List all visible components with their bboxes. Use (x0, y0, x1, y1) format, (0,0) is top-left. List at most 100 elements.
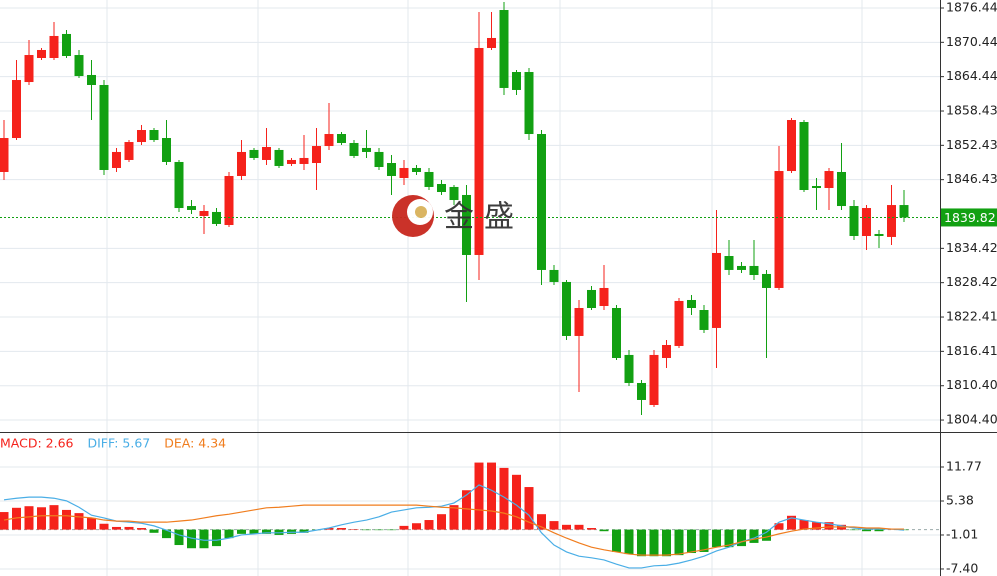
candle-body (0, 138, 9, 172)
y-tick-label: 1864.44 (946, 68, 997, 83)
macd-bar (649, 529, 659, 557)
y-tick-label: 1804.40 (946, 412, 997, 427)
macd-bar (99, 523, 109, 530)
plot-layer (0, 1, 940, 570)
macd-bar (299, 529, 309, 533)
candle-body (874, 233, 884, 236)
macd-bar (137, 528, 146, 530)
candle-body (499, 10, 509, 88)
macd-bar (349, 529, 359, 530)
candle-body (712, 252, 721, 328)
macd-bar (699, 529, 709, 552)
candle-body (749, 265, 759, 275)
candle-body (699, 310, 709, 330)
macd-bar (599, 529, 609, 532)
macd-bar (237, 529, 246, 534)
candle-body (849, 206, 859, 236)
macd-bar (674, 529, 684, 556)
macd-bar (74, 513, 84, 530)
candle-body (274, 149, 284, 166)
macd-bar (637, 529, 646, 557)
candle-body (537, 134, 546, 270)
candle-body (824, 171, 834, 189)
y-tick-label: 1816.41 (946, 343, 997, 358)
y-tick-label: 1876.44 (946, 0, 997, 15)
candle-body (362, 147, 371, 152)
candle-body (674, 300, 684, 346)
macd-bar (612, 529, 621, 552)
candle-body (262, 146, 271, 160)
candle-body (224, 175, 234, 226)
macd-bar (249, 529, 259, 534)
candle-body (162, 138, 171, 162)
indicator-line (3, 484, 905, 569)
y-tick-label: 1870.44 (946, 34, 997, 49)
candle-body (474, 47, 484, 255)
candle-body (612, 307, 621, 358)
macd-bar (799, 520, 809, 530)
y-tick-label: 1858.43 (946, 103, 997, 118)
candle-body (774, 171, 784, 288)
candle-body (87, 74, 96, 85)
macd-bar (374, 529, 384, 531)
candle-body (762, 273, 771, 288)
indicator-line (3, 504, 904, 556)
candle-body (549, 269, 559, 282)
macd-bar (499, 467, 509, 530)
macd-bar (724, 529, 734, 548)
macd-bar (749, 529, 759, 543)
candle-body (337, 134, 346, 143)
candle-body (187, 206, 196, 210)
macd-bar (449, 505, 459, 530)
candle-body (812, 186, 821, 189)
candle-body (349, 142, 359, 156)
candle-body (249, 149, 259, 158)
candle-body (687, 299, 696, 308)
candle-body (37, 49, 46, 58)
macd-bar (224, 529, 234, 539)
macd-bar (874, 529, 884, 532)
candle-body (287, 159, 296, 164)
candle-body (387, 163, 396, 176)
macd-bar (687, 529, 696, 554)
last-price-label: 1839.82 (944, 210, 996, 225)
candle-body (112, 151, 121, 168)
macd-bar (537, 514, 546, 530)
candle-body (324, 134, 334, 147)
macd-bar (0, 512, 9, 530)
candle-body (299, 157, 309, 164)
y-tick-label: 5.38 (946, 492, 974, 507)
macd-bar (187, 529, 196, 549)
macd-bar (487, 462, 496, 530)
macd-bar (787, 515, 796, 530)
macd-bar (462, 490, 471, 530)
macd-bar (387, 529, 396, 531)
candle-body (624, 354, 634, 383)
candle-body (137, 130, 146, 143)
candle-body (24, 55, 34, 83)
macd-bar (262, 529, 271, 534)
macd-bar (474, 462, 484, 530)
candle-body (124, 142, 134, 160)
candle-body (62, 33, 71, 56)
macd-bar (337, 528, 346, 530)
macd-bar (212, 529, 221, 547)
legend-label: DIFF: 5.67 (88, 436, 151, 451)
macd-bar (49, 505, 59, 530)
last-price-box (941, 208, 997, 227)
candle-body (437, 183, 446, 193)
macd-bar (774, 523, 784, 530)
candle-body (799, 121, 809, 191)
candle-body (787, 119, 796, 172)
candle-body (862, 208, 871, 236)
candle-body (199, 210, 209, 216)
macd-bar (12, 507, 21, 530)
candle-body (512, 72, 521, 90)
macd-bar (624, 529, 634, 555)
candle-body (737, 265, 746, 270)
candle-body (174, 161, 184, 209)
y-tick-label: -1.01 (946, 526, 978, 541)
y-tick-label: 1846.43 (946, 171, 997, 186)
macd-bar (849, 529, 859, 531)
